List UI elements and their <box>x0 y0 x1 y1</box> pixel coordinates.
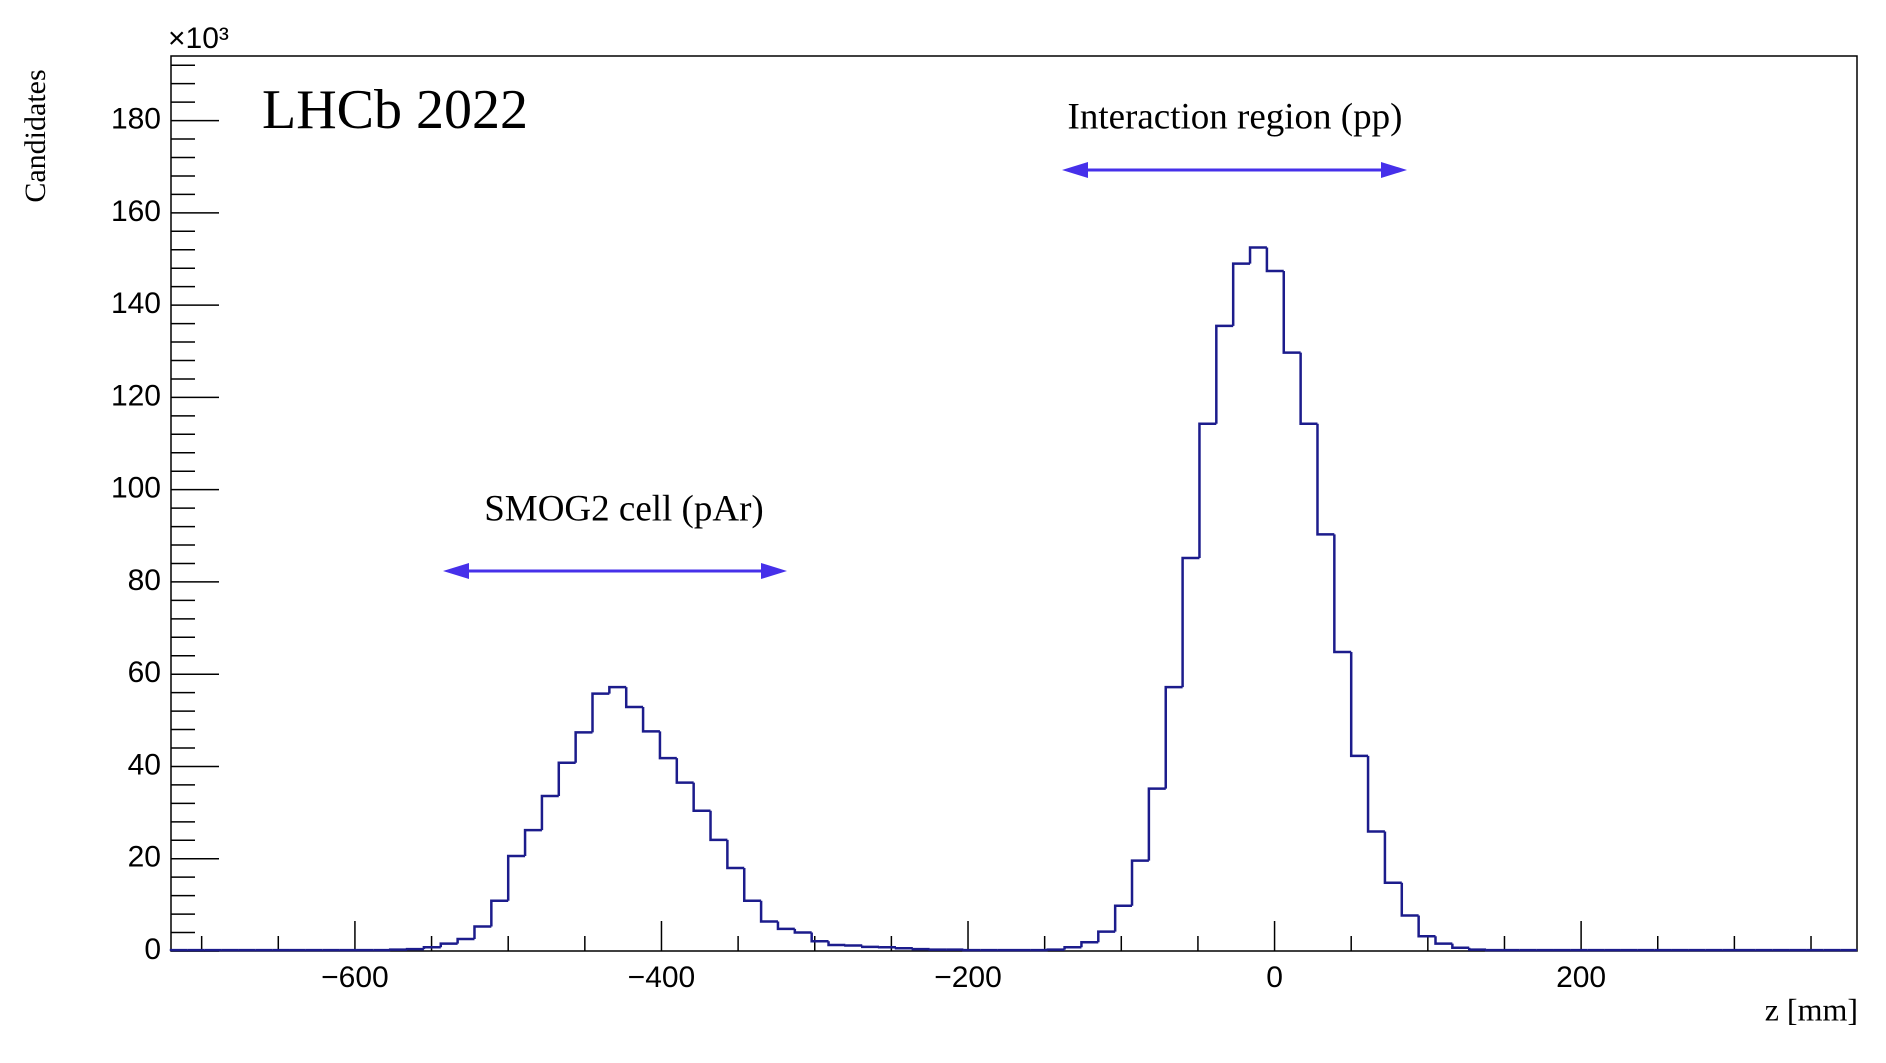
histogram-bin <box>1198 422 1217 558</box>
histogram-bin <box>1467 947 1487 951</box>
x-axis-label: z [mm] <box>1765 991 1858 1027</box>
histogram-bin <box>827 941 846 947</box>
histogram-bin <box>540 794 559 831</box>
histogram-bin <box>1434 936 1453 945</box>
histogram-bin <box>506 854 526 901</box>
histogram-bin <box>1282 270 1301 354</box>
histogram-bin <box>1063 946 1082 950</box>
histogram-bin <box>574 731 593 763</box>
histogram-bin <box>1130 859 1149 906</box>
histogram-bin <box>709 810 728 842</box>
histogram-bin <box>624 687 644 709</box>
histogram-bin <box>1248 246 1267 264</box>
histogram-bin <box>1451 943 1470 950</box>
y-tick-label: 60 <box>128 656 161 689</box>
x-tick-label: 200 <box>1556 961 1606 994</box>
histogram-bin <box>439 942 458 948</box>
histogram-bin <box>1147 787 1166 861</box>
histogram-bin <box>641 706 660 733</box>
histogram-bin <box>861 945 880 949</box>
y-tick-label: 80 <box>128 564 161 597</box>
histogram-bin <box>1316 423 1335 536</box>
histogram-bin <box>608 685 627 694</box>
histogram-bin <box>1366 755 1385 833</box>
histogram-bin <box>1097 930 1116 943</box>
y-tick-label: 100 <box>111 472 161 505</box>
histogram-bin <box>456 937 475 944</box>
histogram-bin <box>523 828 542 856</box>
y-axis-label: Candidates <box>19 69 52 202</box>
histogram-bin <box>692 782 711 813</box>
histogram-bin <box>776 921 795 931</box>
x-tick-label: −200 <box>934 961 1002 994</box>
histogram-bin <box>1080 940 1099 948</box>
histogram-bin <box>675 758 694 784</box>
x-tick-label: −600 <box>321 961 389 994</box>
histogram-bin <box>1164 685 1183 789</box>
x-tick-label: 0 <box>1266 961 1283 994</box>
histogram-bin <box>1231 262 1251 326</box>
arrow-head <box>443 563 469 579</box>
histogram-bin <box>726 839 745 870</box>
histogram-bin <box>557 761 576 796</box>
annotation: Interaction region (pp) <box>1068 96 1403 137</box>
histogram-bin <box>1349 652 1369 758</box>
histogram-bin <box>1215 324 1234 424</box>
histogram-bin <box>793 928 812 934</box>
histogram-bin <box>911 947 930 951</box>
arrow-head <box>1062 162 1088 178</box>
y-tick-label: 20 <box>128 841 161 874</box>
histogram-bin <box>1333 534 1352 654</box>
arrow-head <box>761 563 787 579</box>
histogram-bin <box>894 946 913 950</box>
experiment-label: LHCb 2022 <box>262 79 528 141</box>
histogram-bin <box>422 946 441 950</box>
histogram-bin <box>490 899 509 927</box>
histogram-bin <box>1417 915 1436 938</box>
histogram-bin <box>658 731 677 760</box>
x-tick-label: −400 <box>628 961 696 994</box>
histogram-bin <box>759 900 778 923</box>
y-multiplier: ×10³ <box>168 22 229 55</box>
histogram-bin <box>591 692 610 733</box>
histogram-bin <box>1400 882 1419 917</box>
y-tick-label: 0 <box>144 933 161 966</box>
y-tick-label: 160 <box>111 195 161 228</box>
arrow-head <box>1381 162 1407 178</box>
plot-frame <box>170 55 1858 952</box>
histogram-bin <box>742 867 762 902</box>
histogram-bin <box>1113 904 1133 932</box>
histogram-bin <box>1299 352 1318 425</box>
histogram-bin <box>169 948 188 952</box>
histogram-bin <box>473 925 492 940</box>
histogram-bin <box>1383 831 1402 884</box>
histogram-bin <box>1265 247 1284 273</box>
histogram-bin <box>810 932 829 943</box>
y-tick-label: 120 <box>111 379 161 412</box>
y-tick-label: 40 <box>128 748 161 781</box>
histogram-bin <box>1181 556 1200 688</box>
annotation: SMOG2 cell (pAr) <box>484 488 764 529</box>
y-tick-label: 180 <box>111 103 161 136</box>
y-tick-label: 140 <box>111 287 161 320</box>
